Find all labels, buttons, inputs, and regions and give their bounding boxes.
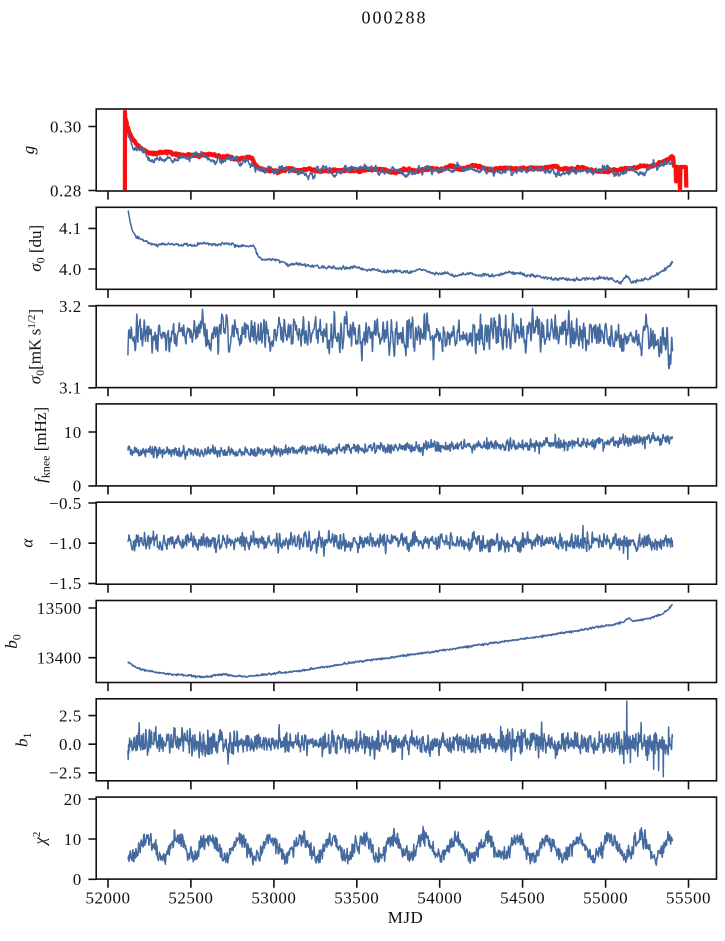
svg-text:−0.5: −0.5: [49, 494, 82, 513]
svg-text:σ0[mK s1/2]: σ0[mK s1/2]: [25, 309, 47, 384]
svg-text:b0: b0: [2, 634, 24, 649]
svg-text:0.28: 0.28: [50, 181, 82, 200]
svg-text:52500: 52500: [168, 889, 213, 908]
svg-text:−1.5: −1.5: [49, 574, 82, 593]
svg-text:000288: 000288: [362, 8, 428, 28]
svg-text:χ2: χ2: [31, 832, 50, 847]
svg-text:20: 20: [64, 790, 82, 809]
svg-text:4.1: 4.1: [59, 219, 82, 238]
svg-text:53000: 53000: [251, 889, 296, 908]
svg-text:0: 0: [73, 870, 82, 889]
svg-text:54500: 54500: [500, 889, 545, 908]
svg-text:−2.5: −2.5: [49, 764, 82, 783]
svg-text:2.5: 2.5: [59, 706, 82, 725]
svg-text:3.2: 3.2: [59, 297, 82, 316]
svg-text:53500: 53500: [334, 889, 379, 908]
svg-text:fknee [mHz]: fknee [mHz]: [31, 407, 53, 483]
svg-text:b1: b1: [12, 733, 34, 748]
svg-text:0.0: 0.0: [59, 735, 82, 754]
svg-text:g: g: [19, 146, 38, 155]
svg-text:10: 10: [64, 423, 82, 442]
svg-text:10: 10: [64, 830, 82, 849]
svg-text:52000: 52000: [86, 889, 131, 908]
svg-text:4.0: 4.0: [59, 260, 82, 279]
svg-text:13400: 13400: [37, 649, 82, 668]
svg-text:0: 0: [73, 477, 82, 496]
svg-text:α: α: [18, 538, 37, 548]
svg-text:13500: 13500: [37, 599, 82, 618]
svg-text:σ0 [du]: σ0 [du]: [26, 225, 48, 272]
svg-text:54000: 54000: [417, 889, 462, 908]
svg-text:55000: 55000: [583, 889, 628, 908]
svg-text:0.30: 0.30: [50, 117, 82, 136]
svg-text:−1.0: −1.0: [49, 534, 82, 553]
svg-text:MJD: MJD: [388, 908, 424, 927]
svg-text:55500: 55500: [666, 889, 711, 908]
svg-text:3.1: 3.1: [59, 379, 82, 398]
